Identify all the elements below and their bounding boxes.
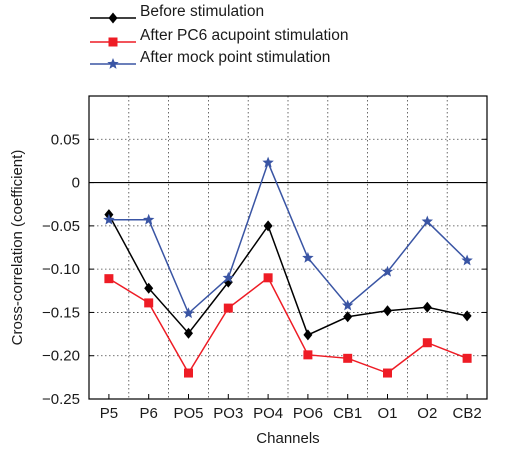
series-3 [103, 156, 473, 319]
data-point [381, 265, 394, 277]
legend-marker [107, 58, 119, 69]
data-point [462, 353, 472, 363]
data-point [184, 368, 193, 378]
series-2 [104, 273, 472, 378]
data-point [341, 299, 354, 311]
x-tick-label: PO3 [213, 405, 243, 422]
data-point [422, 301, 432, 313]
x-tick-label: O2 [417, 405, 437, 422]
data-point [222, 271, 235, 283]
data-point [303, 329, 313, 341]
legend-label: After mock point stimulation [140, 49, 330, 66]
legend-entry-1: Before stimulation [90, 3, 264, 24]
data-point [343, 311, 353, 323]
x-axis-label: Channels [256, 430, 319, 447]
series-line [108, 214, 468, 336]
y-tick-label: −0.20 [42, 348, 80, 365]
y-axis: −0.25 −0.20 −0.15 −0.10 −0.05 0 0.05 [42, 131, 487, 408]
x-tick-label: P5 [100, 405, 118, 422]
data-point [184, 327, 193, 339]
data-point [263, 220, 273, 232]
data-point [422, 338, 432, 348]
legend-entry-3: After mock point stimulation [90, 49, 330, 69]
legend: Before stimulation After PC6 acupoint sti… [90, 3, 349, 69]
plot-frame [88, 95, 488, 400]
data-point [144, 282, 154, 294]
data-point [104, 274, 114, 284]
legend-label: After PC6 acupoint stimulation [140, 27, 349, 44]
y-tick-label: 0 [72, 175, 80, 192]
x-tick-label: P6 [140, 405, 158, 422]
x-tick-label: PO5 [173, 405, 203, 422]
y-tick-label: 0.05 [51, 131, 80, 148]
grid [89, 96, 487, 399]
x-tick-label: CB1 [333, 405, 362, 422]
x-axis: P5 P6 PO5 PO3 PO4 PO6 CB1 O1 O2 CB2 [100, 394, 482, 422]
y-tick-label: −0.05 [42, 218, 80, 235]
y-tick-label: −0.10 [42, 261, 80, 278]
y-tick-label: −0.25 [42, 391, 80, 408]
legend-label: Before stimulation [140, 3, 264, 20]
legend-marker [108, 37, 118, 47]
data-point [103, 213, 115, 225]
data-point [462, 310, 472, 322]
series-layer [103, 156, 473, 378]
legend-marker [108, 12, 118, 24]
data-point [182, 307, 195, 319]
data-point [343, 353, 353, 363]
data-point [383, 305, 392, 317]
x-tick-label: O1 [377, 405, 397, 422]
legend-entry-2: After PC6 acupoint stimulation [90, 27, 349, 47]
x-tick-label: PO4 [253, 405, 283, 422]
data-point [223, 303, 233, 313]
series-line [108, 160, 468, 315]
data-point [303, 350, 313, 360]
data-point [461, 254, 473, 266]
data-point [421, 215, 434, 227]
y-tick-label: −0.15 [42, 304, 80, 321]
data-point [144, 298, 154, 308]
data-point [302, 251, 314, 263]
y-axis-label: Cross-correlation (coefficient) [9, 150, 26, 346]
data-point [142, 213, 155, 225]
data-point [262, 156, 274, 168]
series-line [108, 276, 468, 375]
data-point [383, 368, 392, 378]
data-point [263, 273, 273, 283]
x-tick-label: CB2 [453, 405, 482, 422]
x-tick-label: PO6 [293, 405, 323, 422]
